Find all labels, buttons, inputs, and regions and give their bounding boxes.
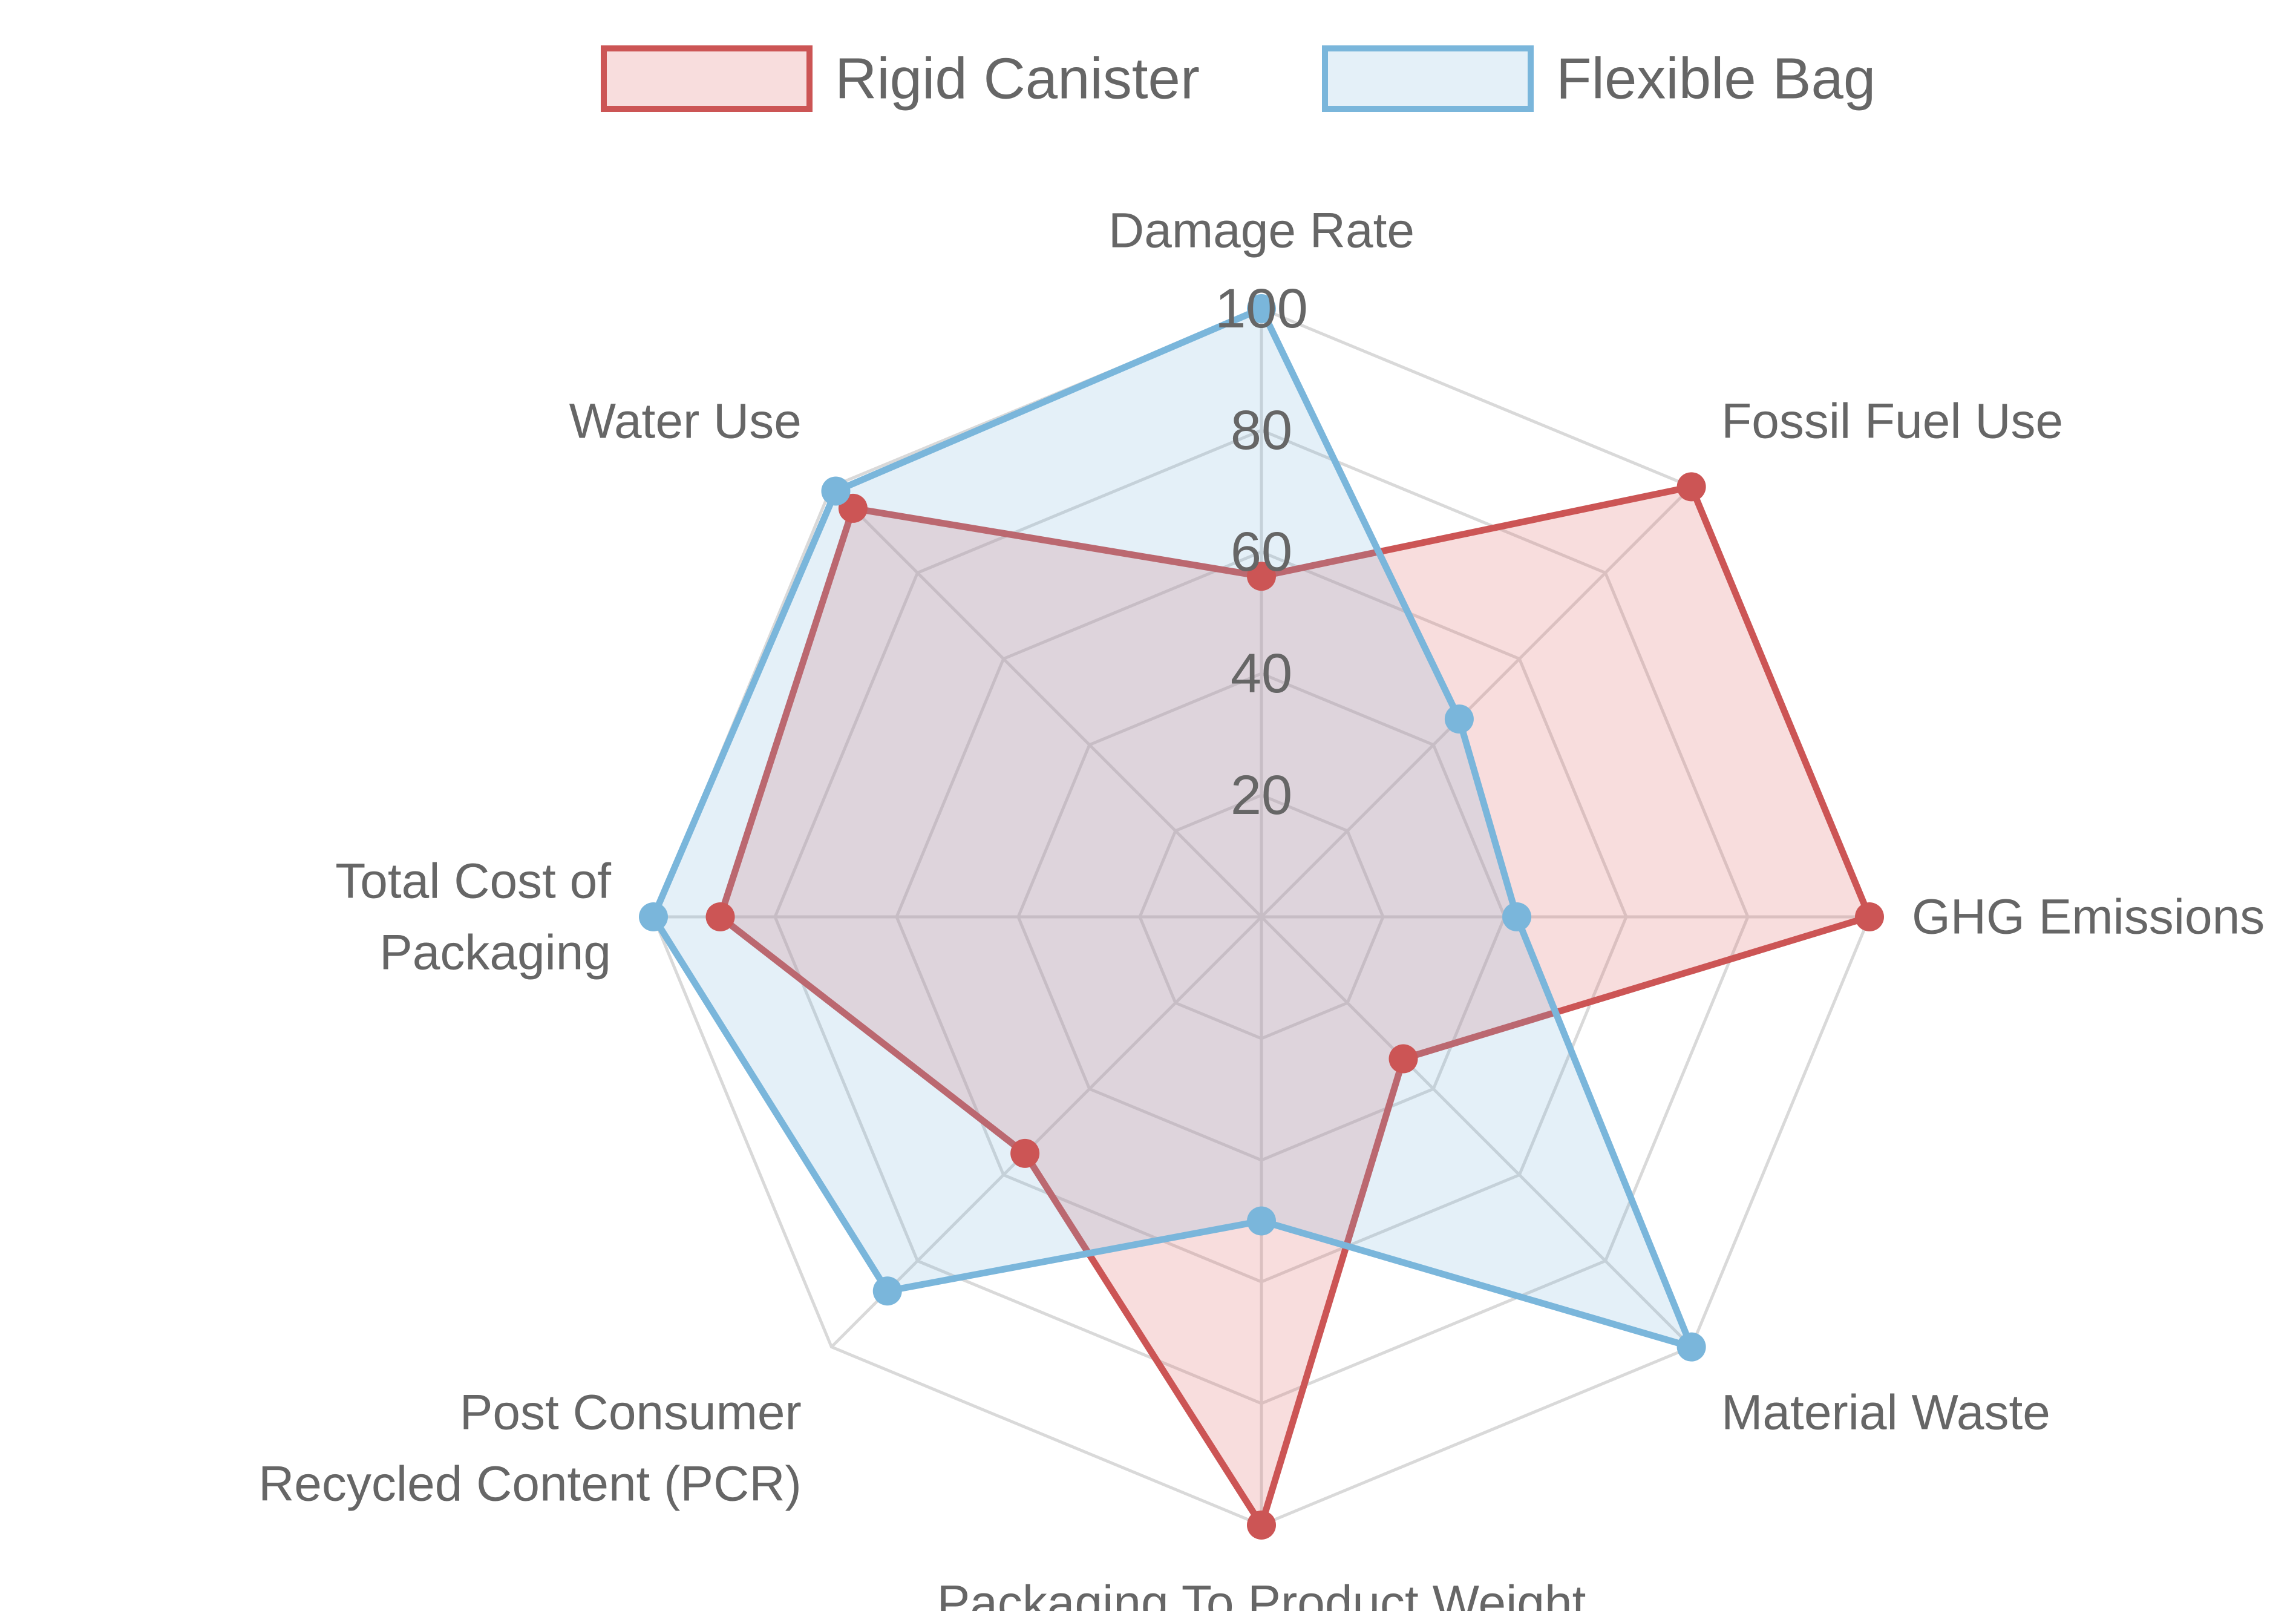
series-points-rigid-canister [705, 472, 1884, 1540]
axis-label-line: GHG Emissions [1912, 890, 2265, 945]
data-point-rigid-canister-ghg-emissions[interactable] [1855, 902, 1884, 931]
radar-series [639, 294, 1884, 1540]
axis-label-material-waste: Material Waste [1721, 1385, 2050, 1440]
legend-label: Flexible Bag [1556, 47, 1876, 111]
data-point-rigid-canister-damage-rate[interactable] [1247, 562, 1276, 591]
axis-label-ghg-emissions: GHG Emissions [1912, 890, 2265, 945]
axis-label-line: Total Cost of [335, 854, 611, 909]
legend-swatch [601, 45, 813, 112]
radial-ticks: 20 40 60 80 100 [1215, 278, 1308, 826]
spoke-fossil-fuel-use [1260, 485, 1693, 918]
legend-item-rigid-canister[interactable]: Rigid Canister [601, 45, 1200, 112]
axis-label-post-consumer-recycled-content-pcr: Post Consumer Recycled Content (PCR) [258, 1385, 802, 1512]
tick-label-80: 80 [1231, 399, 1292, 461]
axis-label-line: Water Use [569, 393, 802, 448]
data-point-flexible-bag-total-cost-of-packaging[interactable] [639, 902, 668, 931]
axis-label-line: Post Consumer [460, 1385, 802, 1440]
tick-label-100: 100 [1215, 278, 1308, 340]
axis-label-damage-rate: Damage Rate [1108, 203, 1415, 258]
axis-label-line: Fossil Fuel Use [1721, 393, 2063, 448]
data-point-rigid-canister-total-cost-of-packaging[interactable] [705, 902, 735, 931]
data-point-rigid-canister-material-waste[interactable] [1388, 1044, 1418, 1074]
data-point-flexible-bag-water-use[interactable] [821, 476, 851, 506]
spoke-post-consumer-recycled-content-pcr [830, 916, 1263, 1348]
axis-label-line: Packaging [379, 925, 611, 980]
legend-swatch [1322, 45, 1534, 112]
data-point-rigid-canister-fossil-fuel-use[interactable] [1676, 472, 1706, 502]
spoke-material-waste [1260, 916, 1693, 1348]
axis-label-fossil-fuel-use: Fossil Fuel Use [1721, 393, 2063, 448]
legend-item-flexible-bag[interactable]: Flexible Bag [1322, 45, 1876, 112]
tick-label-60: 60 [1231, 521, 1292, 583]
data-point-flexible-bag-packaging-to-product-weight[interactable] [1247, 1206, 1276, 1236]
data-point-rigid-canister-post-consumer-recycled-content-pcr[interactable] [1010, 1138, 1040, 1168]
tick-label-40: 40 [1231, 643, 1292, 704]
data-point-flexible-bag-post-consumer-recycled-content-pcr[interactable] [872, 1276, 902, 1306]
data-point-flexible-bag-material-waste[interactable] [1676, 1332, 1706, 1362]
legend-label: Rigid Canister [835, 47, 1200, 111]
data-point-flexible-bag-ghg-emissions[interactable] [1502, 902, 1532, 931]
axis-labels: Damage Rate Fossil Fuel Use GHG Emissions M… [258, 203, 2265, 1611]
axis-label-total-cost-of-packaging: Total Cost of Packaging [335, 854, 611, 980]
series-points-flexible-bag [639, 294, 1706, 1362]
legend: Rigid Canister Flexible Bag [601, 45, 1876, 112]
axis-label-water-use: Water Use [569, 393, 802, 448]
data-point-flexible-bag-fossil-fuel-use[interactable] [1444, 704, 1474, 734]
data-point-flexible-bag-damage-rate[interactable] [1247, 294, 1276, 323]
axis-label-line: Packaging To Product Weight [937, 1576, 1586, 1611]
axis-label-packaging-to-product-weight: Packaging To Product Weight [937, 1576, 1586, 1611]
axis-label-line: Recycled Content (PCR) [258, 1457, 802, 1512]
axis-label-line: Material Waste [1721, 1385, 2050, 1440]
tick-label-20: 20 [1231, 764, 1292, 826]
data-point-rigid-canister-packaging-to-product-weight[interactable] [1247, 1511, 1276, 1540]
spoke-water-use [830, 485, 1263, 918]
axis-label-line: Damage Rate [1108, 203, 1415, 258]
